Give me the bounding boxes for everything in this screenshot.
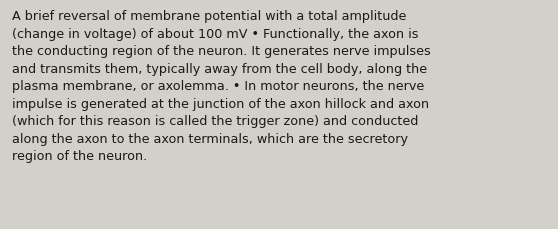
Text: A brief reversal of membrane potential with a total amplitude
(change in voltage: A brief reversal of membrane potential w… bbox=[12, 10, 431, 163]
